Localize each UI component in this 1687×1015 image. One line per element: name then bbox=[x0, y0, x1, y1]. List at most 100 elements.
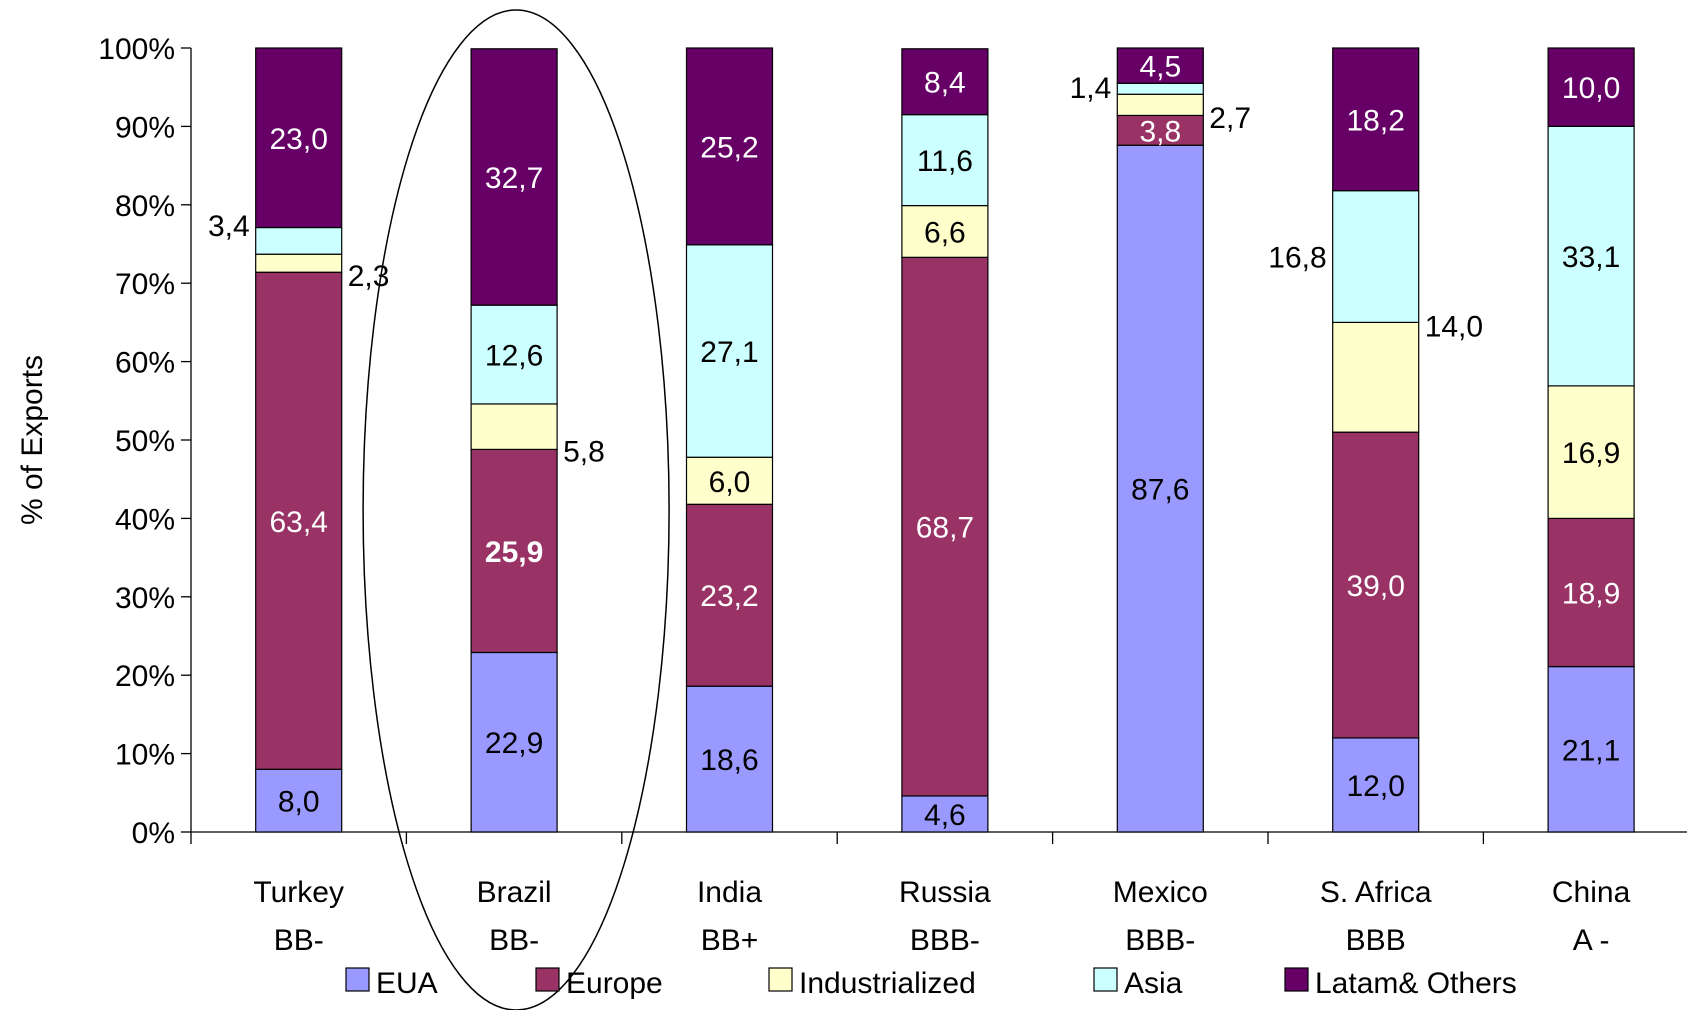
bar-segment-latam-others-turkey bbox=[255, 47, 343, 229]
bar-segment-eua-china bbox=[1547, 665, 1635, 833]
category-rating-brazil: BB- bbox=[489, 924, 539, 957]
category-label-mexico: Mexico bbox=[1113, 876, 1208, 909]
category-rating-china: A - bbox=[1573, 924, 1610, 957]
data-label: 22,9 bbox=[485, 727, 543, 760]
y-tick-label: 40% bbox=[115, 503, 175, 536]
legend-label: Latam& Others bbox=[1315, 967, 1517, 1000]
bar-segment-latam-others-s-africa bbox=[1332, 47, 1420, 192]
category-label-china: China bbox=[1552, 876, 1631, 909]
category-label-india: India bbox=[697, 876, 762, 909]
legend: EUA Europe Industrialized Asia Latam& Others bbox=[345, 967, 1517, 1000]
bar-segment-latam-others-russia bbox=[901, 48, 989, 116]
bar-segment-latam-others-india bbox=[685, 47, 774, 246]
bar-segment-asia-russia bbox=[901, 114, 989, 207]
legend-swatch bbox=[768, 967, 793, 992]
bar-segment-asia-mexico bbox=[1116, 82, 1204, 95]
bars bbox=[255, 47, 1635, 833]
bar-segment-eua-turkey bbox=[255, 768, 343, 833]
legend-swatch bbox=[535, 967, 560, 992]
y-tick-label: 50% bbox=[115, 425, 175, 458]
category-label-russia: Russia bbox=[899, 876, 991, 909]
data-label: 18,9 bbox=[1562, 577, 1620, 610]
data-label: 14,0 bbox=[1425, 310, 1483, 343]
data-label: 12,0 bbox=[1347, 770, 1405, 803]
bar-segment-asia-s-africa bbox=[1332, 190, 1420, 324]
legend-label: Industrialized bbox=[799, 967, 976, 1000]
legend-swatch bbox=[1093, 967, 1118, 992]
legend-swatch bbox=[1284, 967, 1309, 992]
y-tick-label: 20% bbox=[115, 660, 175, 693]
bar-segment-industrialized-brazil bbox=[470, 403, 558, 451]
bar-segment-europe-china bbox=[1547, 517, 1635, 668]
y-tick-label: 60% bbox=[115, 347, 175, 380]
data-label: 2,7 bbox=[1209, 102, 1251, 135]
legend-label: EUA bbox=[376, 967, 438, 1000]
data-label: 39,0 bbox=[1347, 570, 1405, 603]
data-label: 1,4 bbox=[1070, 72, 1112, 105]
legend-swatch bbox=[345, 967, 370, 992]
data-labels: 8,063,42,33,423,022,925,95,812,632,718,6… bbox=[208, 51, 1620, 832]
data-label: 33,1 bbox=[1562, 241, 1620, 274]
category-rating-russia: BBB- bbox=[910, 924, 980, 957]
bar-segment-latam-others-mexico bbox=[1116, 47, 1204, 84]
y-tick-label: 80% bbox=[115, 190, 175, 223]
bar-segment-europe-russia bbox=[901, 256, 989, 797]
y-tick-label: 100% bbox=[98, 33, 175, 66]
data-label: 16,8 bbox=[1268, 242, 1326, 275]
axes: 0% 10% 20% 30% 40% 50% 60% 70% 80% 90% 100% % of Ex… bbox=[16, 33, 1687, 850]
bar-segment-industrialized-s-africa bbox=[1332, 321, 1420, 433]
data-label: 6,6 bbox=[924, 216, 966, 249]
bar-segment-europe-brazil bbox=[470, 448, 558, 654]
data-label: 25,2 bbox=[700, 131, 758, 164]
y-tick-label: 0% bbox=[132, 817, 175, 850]
data-label: 16,9 bbox=[1562, 437, 1620, 470]
data-label: 3,4 bbox=[208, 210, 250, 243]
data-label: 23,0 bbox=[270, 123, 328, 156]
bar-segment-eua-india bbox=[685, 685, 774, 833]
category-rating-mexico: BBB- bbox=[1125, 924, 1195, 957]
data-label: 27,1 bbox=[700, 336, 758, 369]
bar-segment-industrialized-turkey bbox=[255, 253, 343, 273]
data-label: 87,6 bbox=[1131, 474, 1189, 507]
data-label: 6,0 bbox=[709, 466, 751, 499]
category-rating-s-africa: BBB bbox=[1346, 924, 1406, 957]
data-label: 32,7 bbox=[485, 162, 543, 195]
data-label: 10,0 bbox=[1562, 72, 1620, 105]
bar-segment-asia-turkey bbox=[255, 226, 343, 255]
bar-segment-industrialized-china bbox=[1547, 385, 1635, 519]
data-label: 23,2 bbox=[700, 580, 758, 613]
category-rating-india: BB+ bbox=[701, 924, 759, 957]
legend-label: Asia bbox=[1124, 967, 1183, 1000]
y-tick-label: 70% bbox=[115, 268, 175, 301]
data-label: 12,6 bbox=[485, 340, 543, 373]
data-label: 4,6 bbox=[924, 799, 966, 832]
legend-label: Europe bbox=[566, 967, 663, 1000]
bar-segment-industrialized-mexico bbox=[1116, 93, 1204, 117]
bar-segment-latam-others-china bbox=[1547, 47, 1635, 128]
bar-segment-europe-s-africa bbox=[1332, 431, 1420, 739]
category-label-brazil: Brazil bbox=[477, 876, 552, 909]
data-label: 25,9 bbox=[485, 536, 543, 569]
bar-segment-europe-turkey bbox=[255, 271, 343, 770]
data-label: 8,0 bbox=[278, 786, 320, 819]
data-label: 4,5 bbox=[1139, 51, 1181, 84]
data-label: 5,8 bbox=[563, 436, 605, 469]
bar-segment-industrialized-russia bbox=[901, 204, 989, 258]
data-label: 18,6 bbox=[700, 744, 758, 777]
y-axis-label: % of Exports bbox=[16, 355, 49, 525]
bar-segment-latam-others-brazil bbox=[470, 48, 558, 306]
bar-segment-eua-brazil bbox=[470, 651, 558, 833]
data-label: 18,2 bbox=[1347, 104, 1405, 137]
data-label: 68,7 bbox=[916, 512, 974, 545]
data-label: 8,4 bbox=[924, 67, 966, 100]
bar-segment-asia-india bbox=[685, 244, 774, 458]
category-label-turkey: Turkey bbox=[253, 876, 344, 909]
category-rating-turkey: BB- bbox=[274, 924, 324, 957]
category-label-s-africa: S. Africa bbox=[1320, 876, 1432, 909]
data-label: 21,1 bbox=[1562, 734, 1620, 767]
bar-segment-europe-india bbox=[685, 503, 774, 687]
data-label: 11,6 bbox=[917, 145, 973, 178]
bar-segment-eua-s-africa bbox=[1332, 737, 1420, 833]
